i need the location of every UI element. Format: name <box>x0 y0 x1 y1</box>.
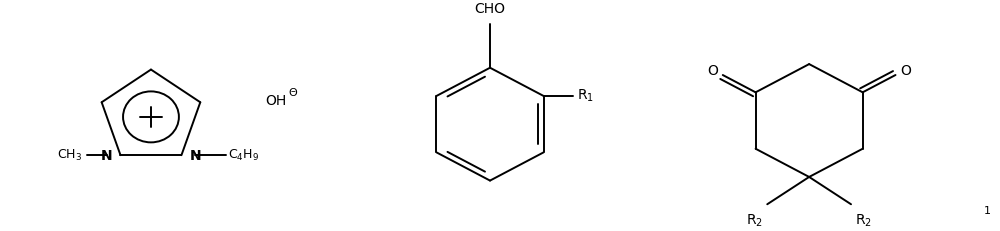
Text: R$_2$: R$_2$ <box>746 212 763 228</box>
Text: $\Theta$: $\Theta$ <box>288 86 298 98</box>
Text: OH: OH <box>266 94 287 108</box>
Text: 1: 1 <box>984 205 991 215</box>
Text: C$_4$H$_9$: C$_4$H$_9$ <box>228 147 259 162</box>
Text: O: O <box>900 63 911 77</box>
Text: CH$_3$: CH$_3$ <box>57 147 83 162</box>
Text: O: O <box>707 63 718 77</box>
Text: CHO: CHO <box>475 2 506 16</box>
Text: N: N <box>189 149 201 162</box>
Text: R$_1$: R$_1$ <box>577 88 595 104</box>
Text: N: N <box>101 149 113 162</box>
Text: R$_2$: R$_2$ <box>855 212 872 228</box>
